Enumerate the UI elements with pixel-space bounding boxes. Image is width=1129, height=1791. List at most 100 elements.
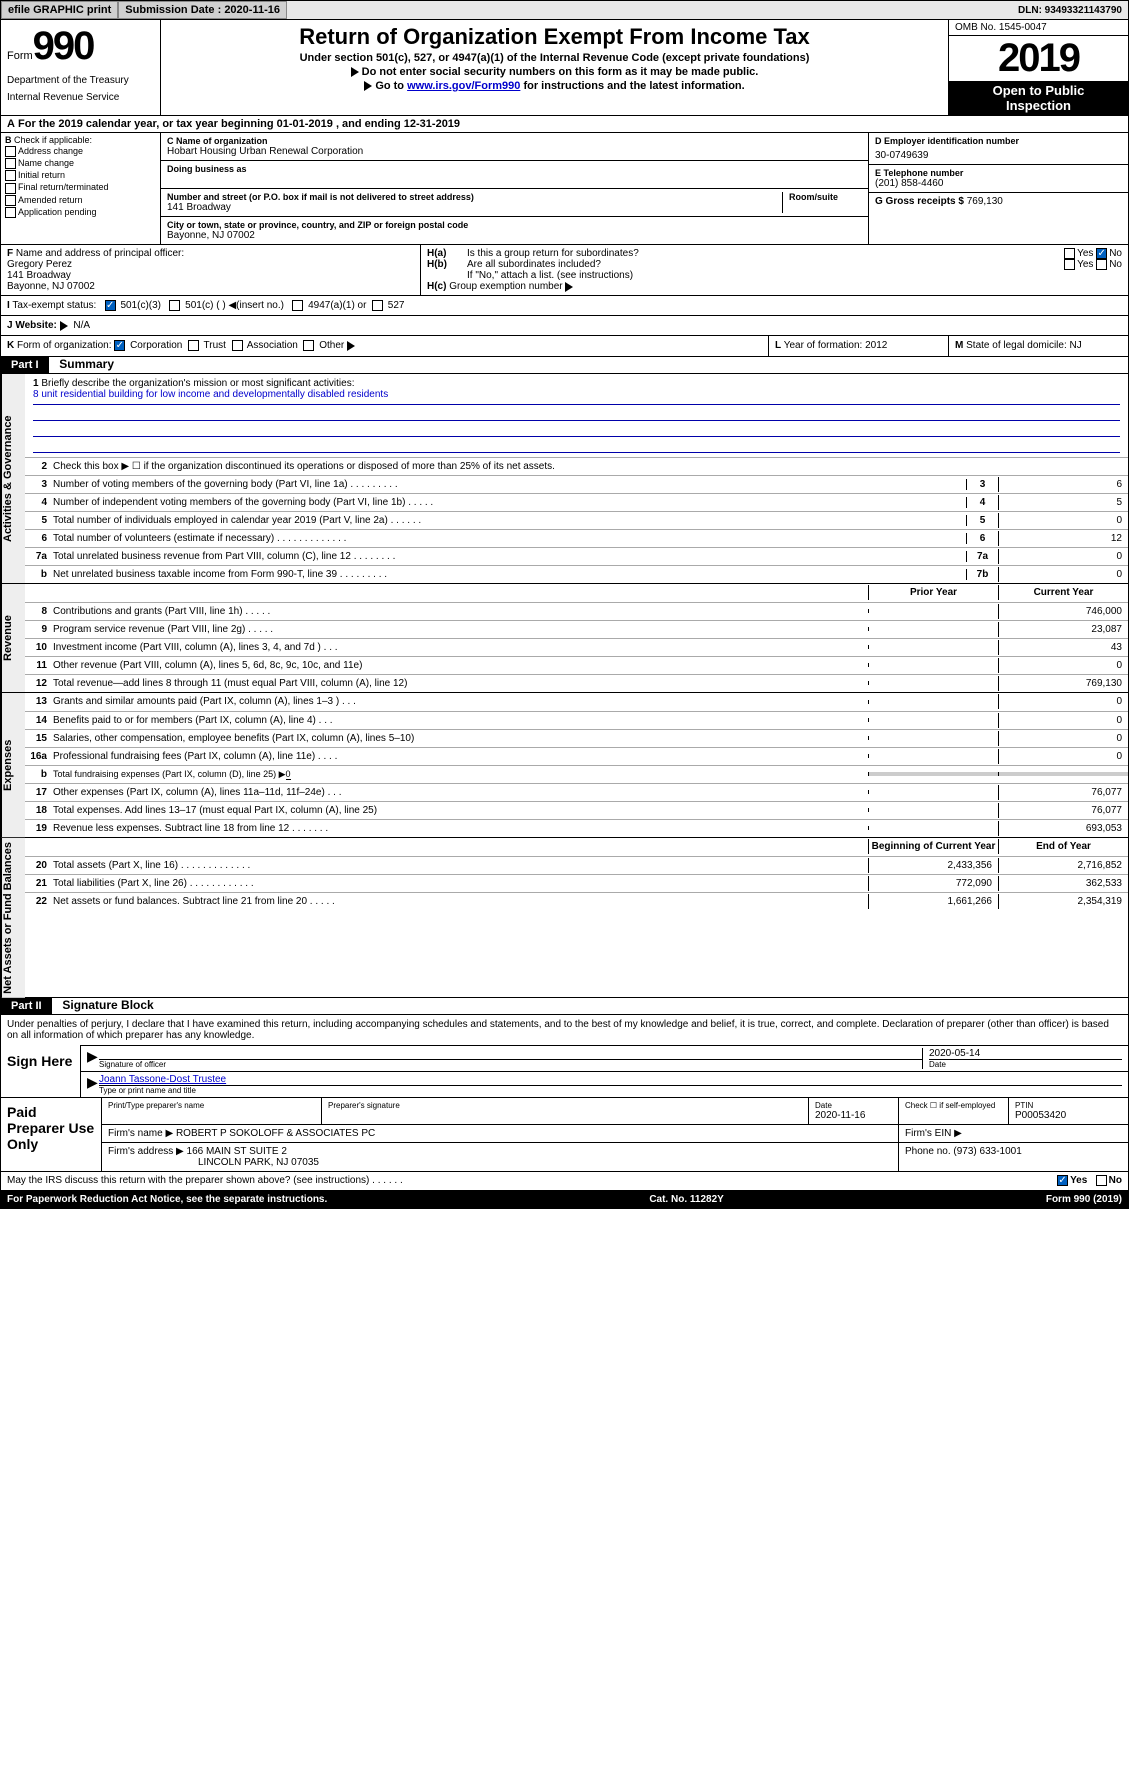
sig-date: 2020-05-14	[929, 1048, 1122, 1059]
prep-h4: Check ☐ if self-employed	[898, 1098, 1008, 1124]
discuss-no[interactable]	[1096, 1175, 1107, 1186]
vtab-revenue: Revenue	[1, 584, 25, 692]
line-12: Total revenue—add lines 8 through 11 (mu…	[53, 676, 868, 691]
line-17: Other expenses (Part IX, column (A), lin…	[53, 785, 868, 800]
prep-h3: Date	[815, 1101, 892, 1110]
l9-prior	[868, 627, 998, 631]
hb-no[interactable]	[1096, 259, 1107, 270]
firm-phone: (973) 633-1001	[953, 1146, 1021, 1157]
l18-current: 76,077	[998, 803, 1128, 818]
firm-name: ROBERT P SOKOLOFF & ASSOCIATES PC	[176, 1128, 375, 1139]
right-box: OMB No. 1545-0047 2019 Open to Public In…	[948, 20, 1128, 115]
name-title-label: Type or print name and title	[99, 1085, 1122, 1095]
line-5: Total number of individuals employed in …	[53, 513, 966, 528]
l13-prior	[868, 700, 998, 704]
hdr-eoy: End of Year	[998, 839, 1128, 854]
ha-yes[interactable]	[1064, 248, 1075, 259]
phone-value: (201) 858-4460	[875, 178, 1122, 189]
firm-addr-label: Firm's address ▶	[108, 1146, 184, 1157]
subtitle: Under section 501(c), 527, or 4947(a)(1)…	[169, 52, 940, 64]
vtab-net-assets: Net Assets or Fund Balances	[1, 838, 25, 998]
checkbox-name-change[interactable]	[5, 158, 16, 169]
period-row: A For the 2019 calendar year, or tax yea…	[0, 116, 1129, 133]
hb-yes[interactable]	[1064, 259, 1075, 270]
box-klm: K Form of organization: Corporation Trus…	[0, 336, 1129, 356]
vtab-governance: Activities & Governance	[1, 374, 25, 583]
section-expenses: Expenses 13Grants and similar amounts pa…	[0, 693, 1129, 838]
part1-header: Part I Summary	[0, 357, 1129, 374]
checkbox-amended-return[interactable]	[5, 195, 16, 206]
l15-current: 0	[998, 731, 1128, 746]
firm-addr1: 166 MAIN ST SUITE 2	[187, 1146, 287, 1157]
line-20: Total assets (Part X, line 16) . . . . .…	[53, 858, 868, 873]
ck-corporation[interactable]	[114, 340, 125, 351]
line-22: Net assets or fund balances. Subtract li…	[53, 894, 868, 909]
domicile: NJ	[1070, 340, 1082, 351]
firm-addr2: LINCOLN PARK, NJ 07035	[108, 1157, 319, 1168]
discuss-yes[interactable]	[1057, 1175, 1068, 1186]
open-public-1: Open to Public	[951, 83, 1126, 98]
perjury-text: Under penalties of perjury, I declare th…	[1, 1015, 1128, 1045]
submission-date-button[interactable]: Submission Date : 2020-11-16	[118, 1, 287, 19]
prep-h1: Print/Type preparer's name	[108, 1101, 315, 1110]
ck-4947[interactable]	[292, 300, 303, 311]
section-revenue: Revenue Prior YearCurrent Year 8Contribu…	[0, 584, 1129, 693]
line-7a: Total unrelated business revenue from Pa…	[53, 549, 966, 564]
ck-other[interactable]	[303, 340, 314, 351]
section-fh: F Name and address of principal officer:…	[0, 245, 1129, 296]
tax-year: 2019	[949, 36, 1128, 81]
period-text: For the 2019 calendar year, or tax year …	[18, 118, 460, 130]
line-11: Other revenue (Part VIII, column (A), li…	[53, 658, 868, 673]
form-ref: Form 990 (2019)	[1046, 1194, 1122, 1205]
firm-ein-label: Firm's EIN ▶	[898, 1125, 1128, 1142]
part2-header: Part II Signature Block	[0, 998, 1129, 1015]
l19-prior	[868, 826, 998, 830]
checkbox-application-pending[interactable]	[5, 207, 16, 218]
checkbox-final-return[interactable]	[5, 183, 16, 194]
dln-text: DLN: 93493321143790	[1012, 3, 1128, 18]
l17-current: 76,077	[998, 785, 1128, 800]
ck-trust[interactable]	[188, 340, 199, 351]
year-formation: 2012	[865, 340, 887, 351]
arrow-icon	[351, 67, 359, 77]
prep-h5: PTIN	[1015, 1101, 1122, 1110]
officer-addr1: 141 Broadway	[7, 270, 71, 281]
ck-527[interactable]	[372, 300, 383, 311]
line-6: Total number of volunteers (estimate if …	[53, 531, 966, 546]
form-id-box: Form 990 Department of the Treasury Inte…	[1, 20, 161, 115]
l20-prior: 2,433,356	[868, 858, 998, 873]
ha-no[interactable]	[1096, 248, 1107, 259]
l8-prior	[868, 609, 998, 613]
part2-title: Signature Block	[54, 996, 161, 1014]
box-c: C Name of organization Hobart Housing Ur…	[161, 133, 868, 244]
ck-501c3[interactable]	[105, 300, 116, 311]
l20-current: 2,716,852	[998, 858, 1128, 873]
officer-name-link[interactable]: Joann Tassone-Dost Trustee	[99, 1074, 226, 1085]
org-city: Bayonne, NJ 07002	[167, 230, 862, 241]
checkbox-initial-return[interactable]	[5, 170, 16, 181]
city-label: City or town, state or province, country…	[167, 220, 862, 230]
line-8: Contributions and grants (Part VIII, lin…	[53, 604, 868, 619]
line-4: Number of independent voting members of …	[53, 495, 966, 510]
l11-current: 0	[998, 658, 1128, 673]
ck-association[interactable]	[232, 340, 243, 351]
note-goto-post: for instructions and the latest informat…	[520, 80, 744, 92]
form-number: 990	[33, 24, 94, 69]
efile-print-button[interactable]: efile GRAPHIC print	[1, 1, 118, 19]
checkbox-address-change[interactable]	[5, 146, 16, 157]
l18-prior	[868, 808, 998, 812]
gross-receipts-label: G Gross receipts $	[875, 196, 964, 207]
room-label: Room/suite	[789, 192, 862, 202]
ein-label: D Employer identification number	[875, 136, 1122, 146]
l21-prior: 772,090	[868, 876, 998, 891]
l11-prior	[868, 663, 998, 667]
officer-addr2: Bayonne, NJ 07002	[7, 281, 95, 292]
l14-prior	[868, 718, 998, 722]
mission-blank-3	[33, 437, 1120, 453]
line-15: Salaries, other compensation, employee b…	[53, 731, 868, 746]
form990-link[interactable]: www.irs.gov/Form990	[407, 80, 520, 92]
line-14: Benefits paid to or for members (Part IX…	[53, 713, 868, 728]
l22-prior: 1,661,266	[868, 894, 998, 909]
firm-phone-label: Phone no.	[905, 1146, 951, 1157]
ck-501c[interactable]	[169, 300, 180, 311]
